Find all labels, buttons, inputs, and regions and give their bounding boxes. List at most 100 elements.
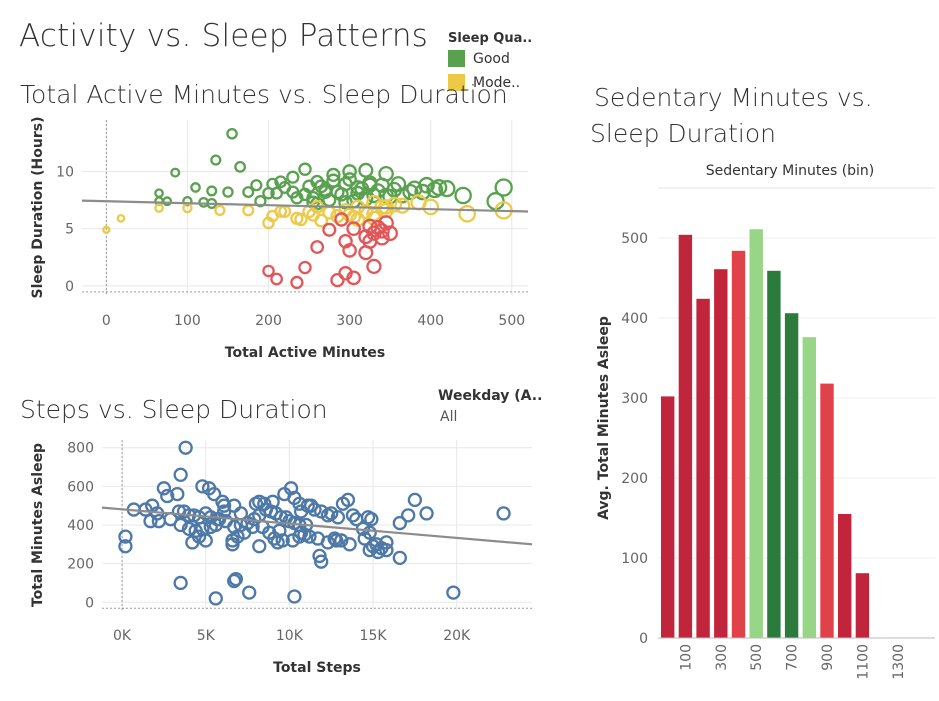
data-point — [314, 554, 329, 569]
data-point — [185, 535, 200, 550]
data-point — [234, 161, 247, 173]
data-point — [286, 170, 300, 184]
y-axis-title: Sleep Duration (Hours) — [30, 117, 46, 299]
data-point — [366, 258, 382, 275]
data-point — [233, 506, 249, 521]
bar — [784, 313, 799, 638]
data-point — [143, 513, 158, 529]
x-tick-label: 500 — [498, 313, 525, 329]
data-point — [302, 179, 316, 194]
data-point — [446, 585, 461, 600]
data-point — [340, 492, 356, 508]
data-point — [330, 272, 345, 288]
data-point — [297, 527, 312, 542]
weekday-filter[interactable]: Weekday (A.. All — [438, 388, 542, 425]
data-point — [178, 440, 193, 455]
data-point — [382, 225, 398, 242]
y-tick-label: 400 — [621, 311, 648, 327]
data-point — [422, 198, 440, 216]
x-tick-label: 0 — [102, 313, 111, 329]
legend-swatch-moderate — [448, 74, 465, 91]
data-point — [262, 186, 275, 200]
data-point — [270, 272, 283, 286]
data-point — [496, 506, 511, 521]
bar — [731, 250, 746, 639]
x-tick-label: 5K — [197, 628, 216, 644]
legend-swatch-good — [448, 50, 465, 67]
x-tick-label: 500 — [749, 644, 765, 671]
chart-title-sedentary-line-1: Sedentary Minutes vs. — [594, 83, 873, 112]
data-point — [118, 529, 133, 544]
data-point — [327, 531, 342, 546]
x-tick-label: 300 — [714, 644, 730, 671]
y-tick-label: 200 — [67, 557, 94, 573]
x-tick-label: 900 — [820, 644, 836, 671]
bar — [767, 270, 781, 638]
data-point — [190, 182, 201, 193]
data-point — [394, 197, 411, 214]
data-point — [206, 486, 222, 502]
bar — [838, 514, 852, 638]
legend-item-moderate[interactable]: Mode.. — [448, 74, 532, 91]
data-point — [354, 181, 370, 197]
data-point — [318, 185, 333, 200]
data-point — [242, 204, 255, 217]
data-point — [294, 212, 308, 227]
page-title: Activity vs. Sleep Patterns — [19, 18, 429, 54]
data-point — [346, 221, 362, 237]
data-point — [310, 240, 325, 254]
legend-item-good[interactable]: Good — [448, 50, 532, 67]
data-point — [407, 492, 423, 508]
bar — [678, 234, 693, 639]
data-point — [173, 467, 188, 482]
x-tick-label: 1300 — [891, 644, 907, 680]
x-tick-label: 300 — [336, 313, 363, 329]
x-tick-label: 20K — [443, 628, 471, 644]
data-point — [458, 204, 477, 223]
data-point — [414, 183, 431, 201]
data-point — [379, 542, 394, 558]
data-point — [334, 212, 349, 227]
data-point — [298, 260, 312, 275]
data-point — [346, 270, 362, 286]
data-point — [392, 550, 407, 565]
x-tick-label: 1100 — [855, 644, 871, 680]
data-point — [342, 537, 357, 552]
y-tick-label: 200 — [621, 471, 648, 487]
bar — [855, 573, 870, 638]
data-point — [426, 181, 444, 199]
y-tick-label: 400 — [67, 518, 94, 534]
x-tick-label: 0K — [113, 628, 132, 644]
data-point — [173, 517, 188, 533]
data-point — [342, 164, 357, 179]
filter-title: Weekday (A.. — [438, 388, 543, 404]
data-point — [392, 515, 407, 531]
data-point — [170, 486, 185, 502]
data-point — [364, 512, 379, 527]
data-point — [338, 195, 353, 210]
data-point — [118, 539, 133, 554]
trend-line — [101, 506, 533, 546]
y-tick-label: 500 — [621, 231, 648, 247]
chart-title-steps: Steps vs. Sleep Duration — [20, 395, 328, 424]
data-point — [366, 187, 382, 204]
legend-title: Sleep Qua.. — [448, 31, 533, 46]
data-point — [290, 275, 304, 290]
data-point — [374, 223, 390, 239]
x-tick-label: 10K — [276, 628, 304, 644]
data-point — [358, 162, 374, 178]
data-point — [374, 230, 390, 246]
data-point — [214, 204, 226, 216]
bin-header: Sedentary Minutes (bin) — [706, 163, 875, 179]
data-point — [287, 589, 302, 604]
x-tick-label: 400 — [417, 313, 444, 329]
data-point — [370, 544, 386, 560]
steps-scatter: 0 200 400 600 800 0K 5K 10K 15K 20K Total Steps Tot… — [30, 440, 533, 676]
data-point — [275, 533, 290, 548]
data-point — [322, 222, 337, 237]
y-tick-label: 0 — [65, 279, 74, 295]
y-axis-title: Avg. Total Minutes Asleep — [596, 316, 612, 520]
filter-value[interactable]: All — [440, 409, 458, 425]
bar — [714, 269, 728, 638]
